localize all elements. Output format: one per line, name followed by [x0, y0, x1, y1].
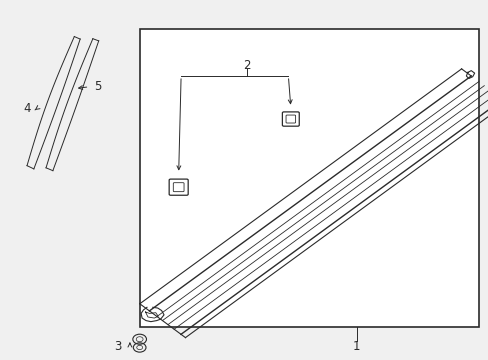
Polygon shape [140, 30, 478, 327]
Text: 3: 3 [114, 340, 121, 353]
Text: 5: 5 [94, 80, 102, 93]
FancyBboxPatch shape [285, 115, 295, 123]
FancyBboxPatch shape [282, 112, 299, 126]
FancyBboxPatch shape [173, 183, 183, 192]
Text: 2: 2 [243, 59, 250, 72]
Text: 1: 1 [352, 340, 360, 353]
Text: 4: 4 [24, 102, 31, 115]
FancyBboxPatch shape [169, 179, 188, 195]
